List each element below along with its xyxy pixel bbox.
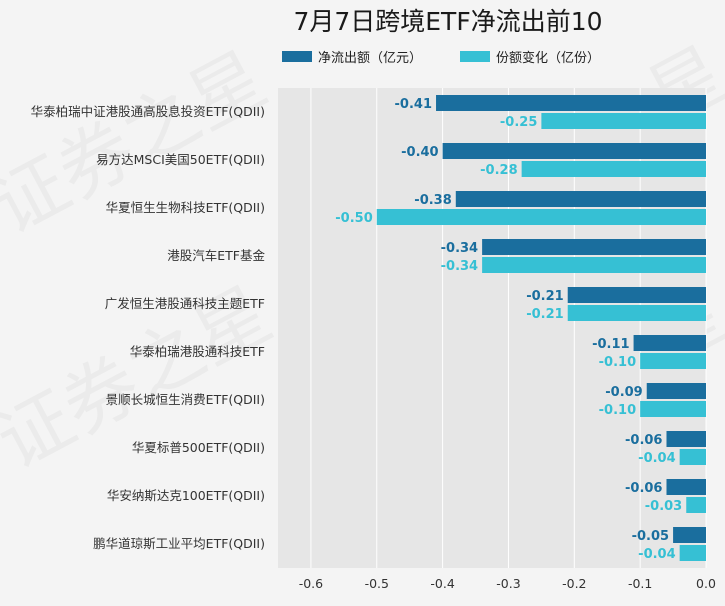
category-label: 港股汽车ETF基金 bbox=[167, 248, 265, 263]
bar-net-outflow bbox=[436, 95, 706, 111]
category-labels: 华泰柏瑞中证港股通高股息投资ETF(QDII) 易方达MSCI美国50ETF(QD… bbox=[31, 104, 266, 551]
x-tick-label: -0.2 bbox=[562, 576, 586, 591]
x-tick-label: -0.3 bbox=[496, 576, 520, 591]
bar-share-change bbox=[541, 113, 706, 129]
x-tick-label: -0.1 bbox=[628, 576, 652, 591]
bar-share-change bbox=[679, 545, 706, 561]
value-label-share-change: -0.10 bbox=[599, 403, 636, 418]
category-label: 广发恒生港股通科技主题ETF bbox=[105, 296, 265, 311]
value-label-net-outflow: -0.11 bbox=[592, 337, 629, 352]
value-label-share-change: -0.28 bbox=[480, 163, 517, 178]
bar-share-change bbox=[640, 401, 706, 417]
value-label-share-change: -0.34 bbox=[441, 259, 478, 274]
bar-share-change bbox=[567, 305, 706, 321]
bar-net-outflow bbox=[482, 239, 706, 255]
bar-net-outflow bbox=[567, 287, 706, 303]
plot-area bbox=[278, 88, 706, 568]
bar-net-outflow bbox=[666, 431, 706, 447]
legend-swatch-net-outflow bbox=[282, 51, 312, 62]
x-tick-label: -0.4 bbox=[430, 576, 454, 591]
category-label: 华安纳斯达克100ETF(QDII) bbox=[107, 488, 265, 503]
bar-share-change bbox=[640, 353, 706, 369]
category-label: 华泰柏瑞中证港股通高股息投资ETF(QDII) bbox=[31, 104, 265, 119]
bar-share-change bbox=[482, 257, 706, 273]
bar-share-change bbox=[376, 209, 706, 225]
category-label: 华夏标普500ETF(QDII) bbox=[132, 440, 265, 455]
value-label-net-outflow: -0.05 bbox=[632, 529, 669, 544]
x-tick-label: -0.6 bbox=[299, 576, 323, 591]
x-tick-label: 0.0 bbox=[696, 576, 716, 591]
category-label: 华夏恒生生物科技ETF(QDII) bbox=[106, 200, 265, 215]
bar-net-outflow bbox=[442, 143, 706, 159]
bar-share-change bbox=[686, 497, 706, 513]
category-label: 华泰柏瑞港股通科技ETF bbox=[130, 344, 265, 359]
bars: -0.41 -0.25 -0.40 -0.28 -0.38 -0.50 -0.34 -0.34… bbox=[335, 95, 706, 562]
category-label: 易方达MSCI美国50ETF(QDII) bbox=[96, 152, 265, 167]
bar-net-outflow bbox=[646, 383, 706, 399]
value-label-net-outflow: -0.09 bbox=[605, 385, 642, 400]
bar-net-outflow bbox=[673, 527, 706, 543]
value-label-net-outflow: -0.41 bbox=[395, 97, 432, 112]
value-label-share-change: -0.50 bbox=[335, 211, 372, 226]
value-label-net-outflow: -0.40 bbox=[401, 145, 438, 160]
bar-net-outflow bbox=[633, 335, 706, 351]
value-label-net-outflow: -0.06 bbox=[625, 433, 662, 448]
legend-swatch-share-change bbox=[460, 51, 490, 62]
x-tick-label: -0.5 bbox=[365, 576, 389, 591]
x-tick-labels: -0.6 -0.5 -0.4 -0.3 -0.2 -0.1 0.0 bbox=[299, 576, 716, 591]
value-label-net-outflow: -0.06 bbox=[625, 481, 662, 496]
bar-share-change bbox=[679, 449, 706, 465]
bar-share-change bbox=[521, 161, 706, 177]
bar-net-outflow bbox=[666, 479, 706, 495]
value-label-share-change: -0.10 bbox=[599, 355, 636, 370]
value-label-share-change: -0.21 bbox=[526, 307, 563, 322]
legend: 净流出额（亿元） 份额变化（亿份） bbox=[282, 50, 600, 66]
svg-text:证券之星: 证券之星 bbox=[0, 36, 280, 251]
value-label-share-change: -0.03 bbox=[645, 499, 682, 514]
value-label-share-change: -0.04 bbox=[638, 451, 675, 466]
legend-label-net-outflow: 净流出额（亿元） bbox=[318, 51, 422, 66]
legend-label-share-change: 份额变化（亿份） bbox=[496, 50, 600, 66]
value-label-net-outflow: -0.38 bbox=[414, 193, 451, 208]
category-label: 鹏华道琼斯工业平均ETF(QDII) bbox=[93, 536, 265, 551]
value-label-share-change: -0.25 bbox=[500, 115, 537, 130]
value-label-net-outflow: -0.34 bbox=[441, 241, 478, 256]
value-label-net-outflow: -0.21 bbox=[526, 289, 563, 304]
value-label-share-change: -0.04 bbox=[638, 547, 675, 562]
bar-net-outflow bbox=[455, 191, 706, 207]
category-label: 景顺长城恒生消费ETF(QDII) bbox=[106, 392, 265, 407]
chart-title: 7月7日跨境ETF净流出前10 bbox=[293, 7, 602, 36]
